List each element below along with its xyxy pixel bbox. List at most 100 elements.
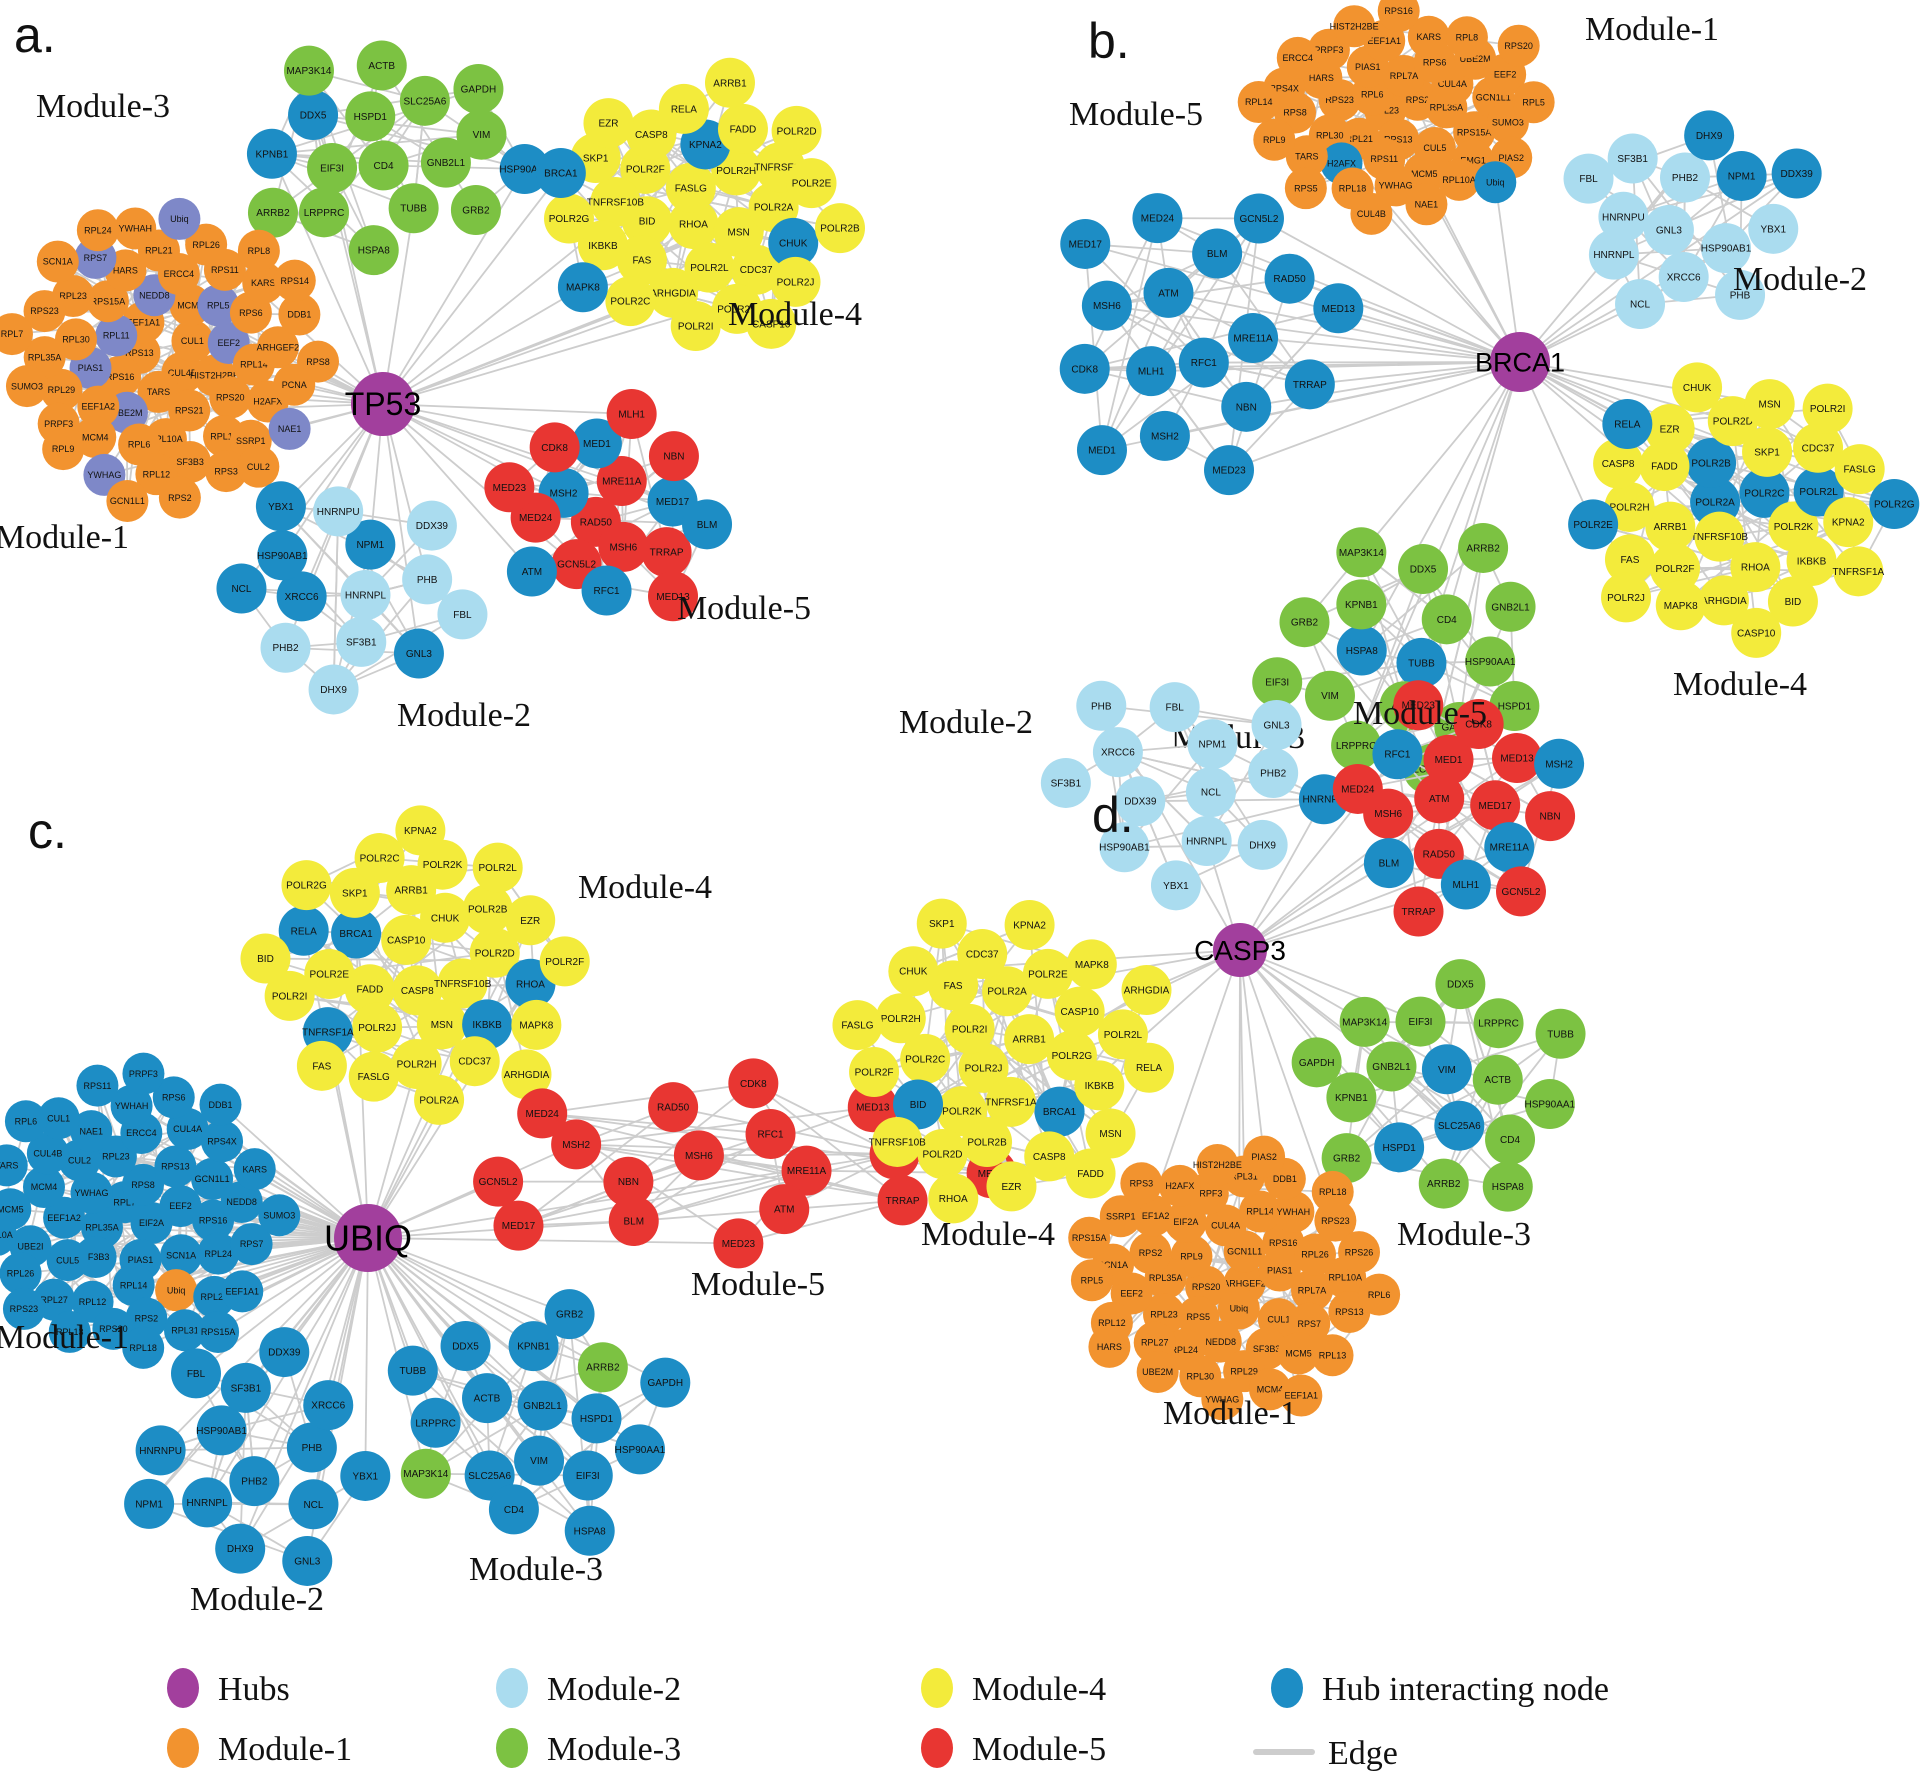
module-node-circle (242, 261, 285, 304)
module-node-circle (469, 927, 520, 978)
node-CDK8: CDK8 (1059, 343, 1110, 394)
node-label: POLR2G (1052, 1051, 1093, 1062)
node-RAD50: RAD50 (648, 1082, 699, 1133)
node-POLR2J: POLR2J (352, 1002, 403, 1053)
node-label: SKP1 (1754, 447, 1780, 458)
module-node-circle (354, 833, 405, 884)
node-RPL29: RPL29 (40, 368, 83, 411)
node-MAPK8: MAPK8 (1655, 580, 1706, 631)
hub-edge (1239, 949, 1393, 1068)
node-RPL9: RPL9 (42, 428, 85, 471)
node-label: HIST2H2BE (190, 371, 239, 381)
node-label: CUL4B (168, 368, 197, 378)
module-node-circle (1099, 1195, 1142, 1238)
node-label: FASLG (675, 183, 707, 194)
module-node-circle (1802, 383, 1853, 434)
node-label: RPS13 (125, 348, 154, 358)
node-DDX5: DDX5 (1435, 959, 1486, 1010)
node-POLR2A: POLR2A (414, 1074, 465, 1125)
hub-interacting-node-circle (1204, 445, 1255, 496)
module-node-circle (1272, 1190, 1315, 1233)
node-label: CHUK (431, 913, 460, 924)
hub-interacting-node-circle (544, 1289, 595, 1340)
module-label-module-4: Module-4 (1673, 666, 1807, 703)
node-label: MCM5 (1285, 1349, 1312, 1359)
node-PHB: PHB (1715, 269, 1766, 320)
node-label: CDK8 (740, 1079, 767, 1090)
hub-interacting-node-circle (1396, 637, 1447, 688)
node-CASP10: CASP10 (746, 298, 797, 349)
node-RPS16: RPS16 (1377, 0, 1420, 33)
node-label: RPS8 (1283, 108, 1307, 118)
module-node-circle (168, 389, 211, 432)
node-label: GRB2 (1291, 618, 1319, 629)
module-node-circle (304, 948, 355, 999)
node-MED24: MED24 (1132, 193, 1183, 244)
node-RPL8: RPL8 (1445, 16, 1488, 59)
node-VIM: VIM (456, 109, 507, 160)
node-GNL3: GNL3 (393, 628, 444, 679)
node-label: NCL (231, 584, 251, 595)
module-node-circle (1615, 279, 1666, 330)
module-node-circle (171, 319, 214, 362)
module-node-circle (391, 1039, 442, 1090)
hub-interacting-node-circle (1264, 253, 1315, 304)
node-label: KARS (242, 1164, 267, 1174)
node-label: EZR (598, 119, 618, 130)
node-label: GAPDH (648, 1378, 684, 1389)
node-SF3B1: SF3B1 (336, 616, 387, 667)
module-node-circle (1435, 959, 1486, 1010)
node-KPNB1: KPNB1 (1326, 1072, 1377, 1123)
node-label: EZR (520, 916, 540, 927)
hub-edge (1239, 949, 1337, 1222)
node-label: MLH1 (1138, 367, 1165, 378)
module-node-circle (336, 616, 387, 667)
node-label: EEF1A1 (1285, 1391, 1319, 1401)
node-label: DDX5 (1447, 980, 1474, 991)
module-node-circle (1453, 699, 1504, 750)
module-node-circle (670, 301, 721, 352)
node-RPS2: RPS2 (158, 476, 201, 519)
node-label: SF3B3 (82, 1252, 110, 1262)
module-node-circle (1393, 886, 1444, 937)
node-CDC37: CDC37 (731, 244, 782, 295)
hub-interacting-node-circle (1568, 499, 1619, 550)
module-node-circle (1243, 1135, 1286, 1178)
module-node-circle (1658, 251, 1709, 302)
node-label: GRB2 (1333, 1154, 1361, 1165)
node-label: HSPD1 (580, 1414, 614, 1425)
node-label: EEF2 (169, 1201, 192, 1211)
node-label: PHB2 (241, 1477, 268, 1488)
panel-letter-b: b. (1088, 13, 1130, 69)
node-label: MED17 (656, 497, 690, 508)
node-label: FASLG (358, 1072, 390, 1083)
module-node-circle (420, 892, 471, 943)
node-CUL4A: CUL4A (166, 1108, 209, 1151)
node-label: RPL7A (1390, 71, 1419, 81)
module-node-circle (832, 1000, 883, 1051)
node-label: TARS (1295, 151, 1318, 161)
node-label: RPL24 (84, 225, 112, 235)
module-node-circle (944, 1003, 995, 1054)
node-label: CASP10 (1737, 628, 1776, 639)
module-node-circle (781, 1145, 832, 1196)
module-node-circle (786, 158, 837, 209)
node-BRCA1: BRCA1 (1034, 1086, 1085, 1137)
hub-interacting-node-circle (259, 1327, 310, 1378)
module-node-circle (505, 895, 556, 946)
module-node-circle (402, 554, 453, 605)
node-label: POLR2E (310, 969, 350, 980)
node-label: GNB2L1 (523, 1401, 562, 1412)
module-node-circle (348, 225, 399, 276)
node-label: CHUK (1683, 383, 1712, 394)
node-MED24: MED24 (517, 1088, 568, 1139)
node-label: RPS13 (1335, 1307, 1364, 1317)
module-node-circle (205, 450, 248, 493)
node-Ubiq: Ubiq (1474, 161, 1517, 204)
node-label: RPL26 (192, 240, 220, 250)
node-CASP10: CASP10 (1731, 607, 1782, 658)
node-label: RPS13 (1384, 135, 1413, 145)
node-label: RPS13 (161, 1162, 190, 1172)
node-label: RPS23 (1321, 1216, 1350, 1226)
node-label: BLM (1207, 249, 1228, 260)
